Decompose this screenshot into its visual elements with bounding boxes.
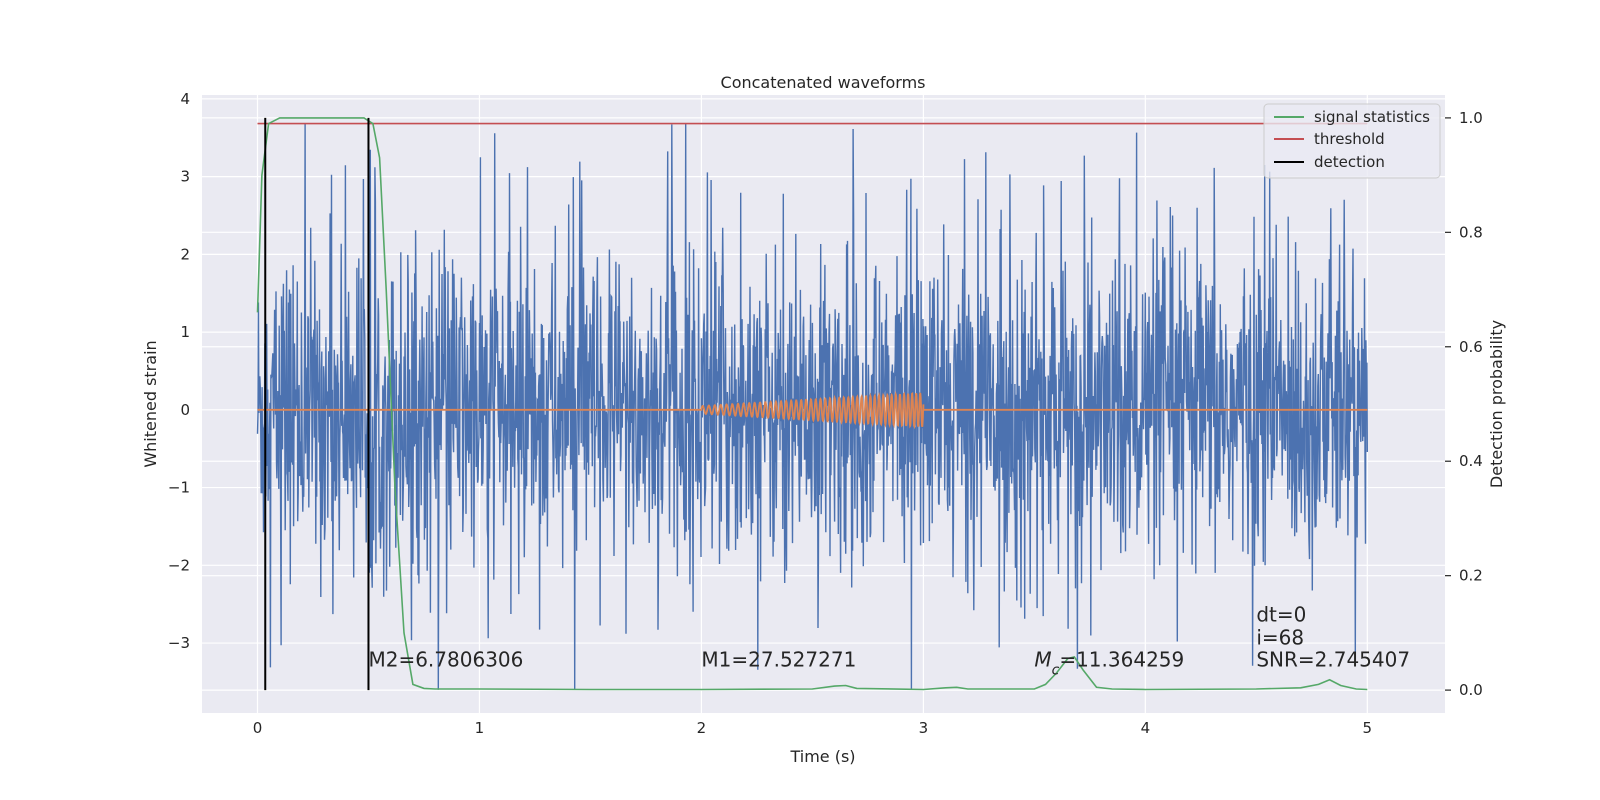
x-tick-label: 2 [697, 719, 707, 737]
y-tick-label: 0 [180, 401, 190, 419]
annotation-m2: M2=6.7806306 [368, 647, 523, 671]
x-tick-label: 4 [1141, 719, 1151, 737]
annotation-text: dt=0 [1256, 602, 1306, 626]
y-tick-label: −3 [168, 634, 190, 652]
y-tick-label: −2 [168, 556, 190, 574]
annotation-i: i=68 [1256, 626, 1304, 650]
series-signal-statistics [256, 117, 1368, 691]
y2-tick-label: 0.6 [1459, 338, 1483, 356]
annotation-text: c [1052, 662, 1060, 678]
y-tick-label: 1 [180, 323, 190, 341]
y-tick-label: −1 [168, 479, 190, 497]
x-tick-label: 3 [919, 719, 929, 737]
annotation-snr: SNR=2.745407 [1256, 647, 1410, 671]
x-tick-label: 5 [1363, 719, 1373, 737]
y2-tick-label: 1.0 [1459, 109, 1483, 127]
annotation-text: M1=27.527271 [701, 647, 856, 671]
y-tick-label: 3 [180, 168, 190, 186]
annotation-text: M [1034, 647, 1051, 671]
series-template-waveform [257, 390, 1368, 430]
x-axis-label: Time (s) [789, 747, 855, 766]
y-tick-label: 4 [180, 90, 190, 108]
annotation-text: =11.364259 [1059, 647, 1184, 671]
annotations: M2=6.7806306 M1=27.527271 Mc=11.364259 dt=0… [368, 602, 1410, 678]
legend-box [1263, 103, 1441, 179]
y-tick-label: 2 [180, 245, 190, 263]
y2-axis-label: Detection probability [1487, 320, 1506, 488]
legend-label-signal-statistics: signal statistics [1314, 108, 1430, 126]
axis-ticks: 0 1 2 3 4 5 4 3 2 1 0 −1 −2 −3 1.0 0.8 0.6 0.4 0.2 0.0 [168, 90, 1483, 737]
annotation-text: M2=6.7806306 [368, 647, 523, 671]
y-axis-label: Whitened strain [141, 340, 160, 467]
y2-tick-label: 0.4 [1459, 452, 1483, 470]
plot-area [256, 117, 1368, 691]
annotation-text: SNR=2.745407 [1256, 647, 1410, 671]
annotation-m1: M1=27.527271 [701, 647, 856, 671]
x-tick-label: 0 [253, 719, 263, 737]
chart-title: Concatenated waveforms [721, 73, 926, 92]
y2-tick-label: 0.2 [1459, 567, 1483, 585]
y2-tick-label: 0.8 [1459, 223, 1483, 241]
legend: signal statistics threshold detection [1263, 103, 1441, 179]
x-tick-label: 1 [475, 719, 485, 737]
y2-tick-label: 0.0 [1459, 681, 1483, 699]
annotation-dt: dt=0 [1256, 602, 1306, 626]
legend-label-threshold: threshold [1314, 130, 1385, 148]
annotation-text: i=68 [1256, 626, 1304, 650]
legend-label-detection: detection [1314, 153, 1385, 171]
annotation-mc: Mc=11.364259 [1034, 647, 1184, 678]
